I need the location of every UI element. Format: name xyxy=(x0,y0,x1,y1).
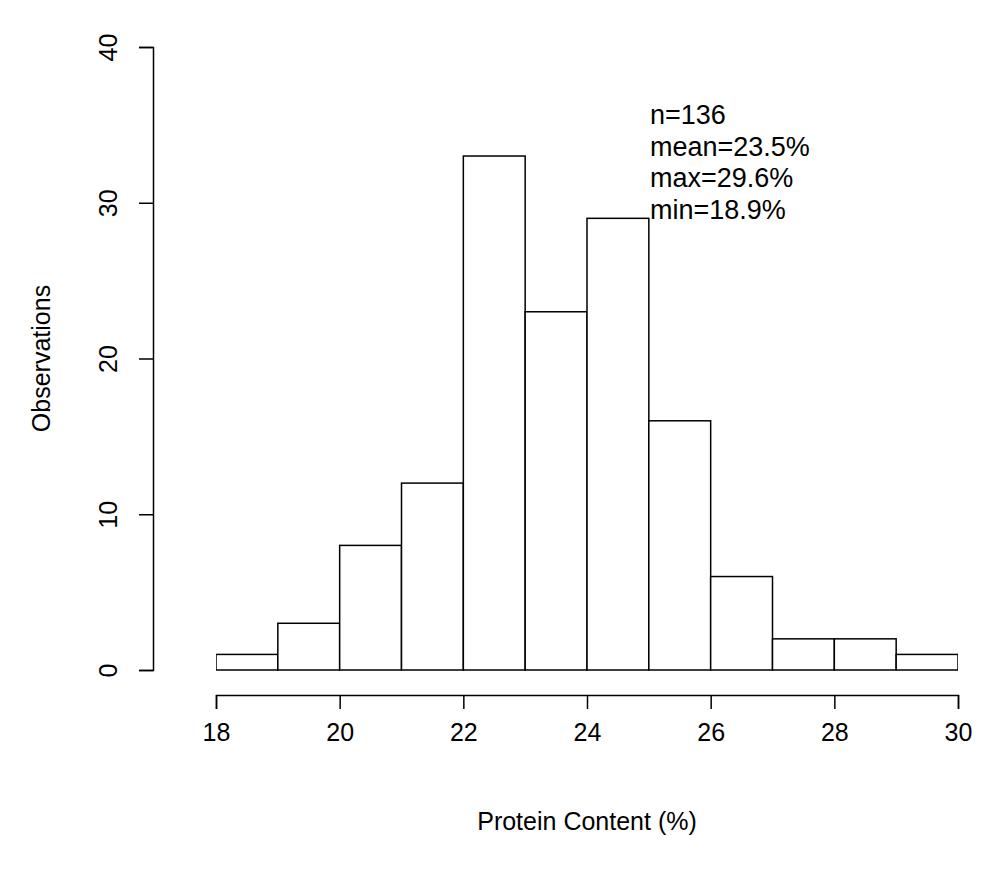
y-tick-mark xyxy=(139,514,153,516)
x-tick-label: 22 xyxy=(450,718,478,746)
chart: 18 20 22 24 26 28 30 0 10 20 30 40 Protein Content (… xyxy=(0,0,988,872)
histogram-bar xyxy=(773,639,835,670)
x-tick: 28 xyxy=(821,695,849,746)
x-tick-mark xyxy=(834,695,836,709)
histogram-bar xyxy=(896,654,958,670)
y-tick: 10 xyxy=(94,501,153,529)
annotations: n=136mean=23.5%max=29.6%min=18.9% xyxy=(650,100,810,225)
x-tick-mark xyxy=(587,695,589,709)
x-tick: 22 xyxy=(450,695,478,746)
histogram-bar xyxy=(649,421,711,670)
x-axis-line xyxy=(217,696,959,710)
y-tick-label: 20 xyxy=(94,345,122,373)
x-tick-label: 26 xyxy=(697,718,725,746)
annotation: n=136 xyxy=(650,100,726,130)
y-tick: 40 xyxy=(94,34,153,62)
y-tick-label: 30 xyxy=(94,189,122,217)
y-tick-mark xyxy=(139,47,153,49)
x-tick-label: 24 xyxy=(574,718,602,746)
x-axis: 18 20 22 24 26 28 30 xyxy=(203,695,973,746)
x-tick: 26 xyxy=(697,695,725,746)
x-tick-mark xyxy=(216,695,218,709)
y-tick-label: 40 xyxy=(94,34,122,62)
x-tick-label: 28 xyxy=(821,718,849,746)
annotation: max=29.6% xyxy=(650,163,793,193)
y-tick-label: 0 xyxy=(94,664,122,678)
x-tick: 20 xyxy=(326,695,354,746)
histogram-bar xyxy=(525,312,587,670)
histogram-bar xyxy=(587,218,649,670)
y-axis-title: Observations xyxy=(27,285,55,432)
y-tick-mark xyxy=(139,358,153,360)
histogram-bar xyxy=(216,654,278,670)
x-tick: 30 xyxy=(945,695,973,746)
y-tick-label: 10 xyxy=(94,501,122,529)
y-tick: 20 xyxy=(94,345,153,373)
y-axis-line xyxy=(139,48,154,671)
x-tick: 18 xyxy=(203,695,231,746)
histogram-bar xyxy=(834,639,896,670)
y-axis: 0 10 20 30 40 xyxy=(94,34,154,678)
histogram-bar xyxy=(463,156,525,670)
x-tick: 24 xyxy=(574,695,602,746)
x-tick-label: 18 xyxy=(203,718,231,746)
histogram-bar xyxy=(402,483,464,670)
y-tick: 30 xyxy=(94,189,153,217)
bars xyxy=(216,156,958,670)
histogram-bar xyxy=(278,623,340,670)
y-tick: 0 xyxy=(94,664,153,678)
annotation: mean=23.5% xyxy=(650,132,810,162)
x-tick-mark xyxy=(463,695,465,709)
x-axis-title: Protein Content (%) xyxy=(477,807,697,835)
y-tick-mark xyxy=(139,670,153,672)
x-tick-label: 30 xyxy=(945,718,973,746)
x-tick-mark xyxy=(339,695,341,709)
histogram-bar xyxy=(340,545,402,670)
x-tick-mark xyxy=(958,695,960,709)
histogram-bar xyxy=(711,577,773,670)
y-tick-mark xyxy=(139,203,153,205)
annotation: min=18.9% xyxy=(650,195,786,225)
x-tick-mark xyxy=(710,695,712,709)
x-tick-label: 20 xyxy=(326,718,354,746)
